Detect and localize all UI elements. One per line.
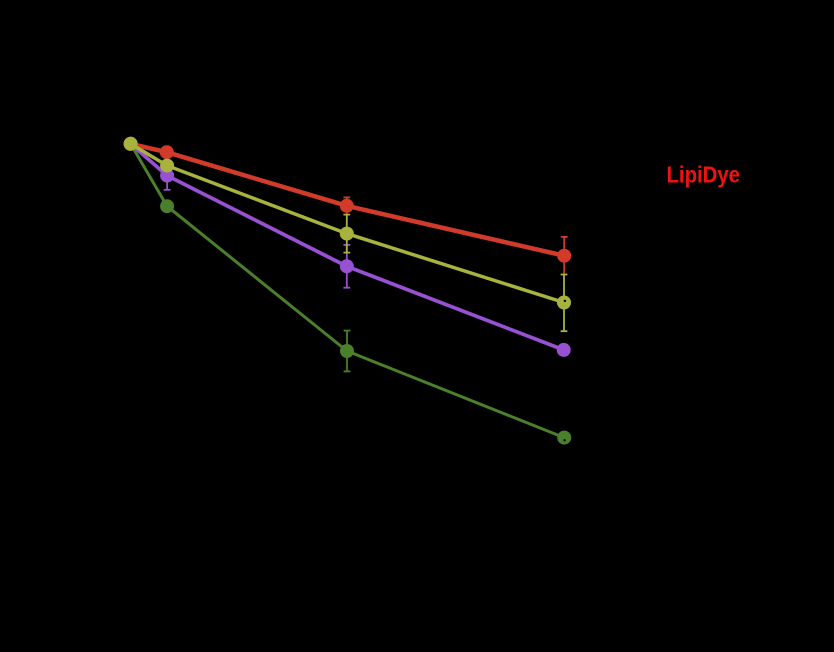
svg-text:LipiDye: LipiDye: [667, 162, 741, 188]
